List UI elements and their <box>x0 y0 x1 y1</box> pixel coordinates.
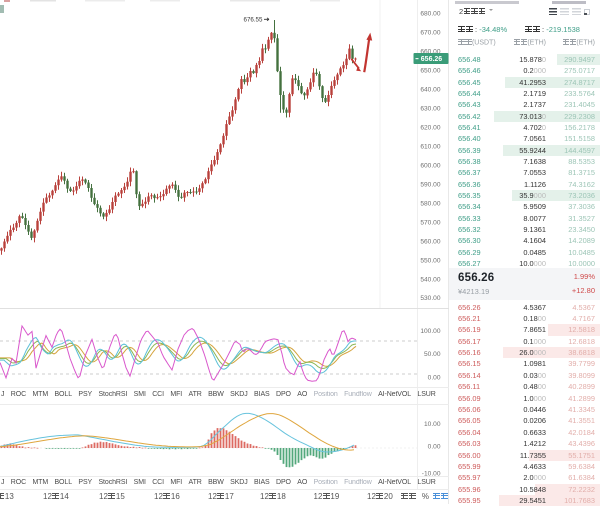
svg-text:640.00: 640.00 <box>420 87 441 94</box>
svg-text:580.00: 580.00 <box>420 200 441 207</box>
svg-text:560.00: 560.00 <box>420 238 441 245</box>
svg-text:570.00: 570.00 <box>420 219 441 226</box>
svg-text:676.55: 676.55 <box>244 16 263 23</box>
svg-text:660.00: 660.00 <box>420 49 441 56</box>
svg-text:550.00: 550.00 <box>420 257 441 264</box>
svg-text:680.00: 680.00 <box>420 11 441 18</box>
svg-text:50.00: 50.00 <box>424 351 441 358</box>
svg-text:100.00: 100.00 <box>420 328 441 335</box>
svg-text:0.00: 0.00 <box>428 444 441 451</box>
svg-text:600.00: 600.00 <box>420 163 441 170</box>
svg-text:656.26: 656.26 <box>421 56 443 63</box>
svg-text:-10.00: -10.00 <box>422 471 441 477</box>
svg-text:620.00: 620.00 <box>420 125 441 132</box>
svg-text:650.00: 650.00 <box>420 68 441 75</box>
svg-text:540.00: 540.00 <box>420 276 441 283</box>
svg-text:630.00: 630.00 <box>420 106 441 113</box>
svg-text:530.00: 530.00 <box>420 295 441 302</box>
svg-text:0.00: 0.00 <box>428 375 441 382</box>
svg-text:670.00: 670.00 <box>420 30 441 37</box>
svg-text:10.00: 10.00 <box>424 421 441 428</box>
svg-text:590.00: 590.00 <box>420 181 441 188</box>
svg-text:610.00: 610.00 <box>420 144 441 151</box>
